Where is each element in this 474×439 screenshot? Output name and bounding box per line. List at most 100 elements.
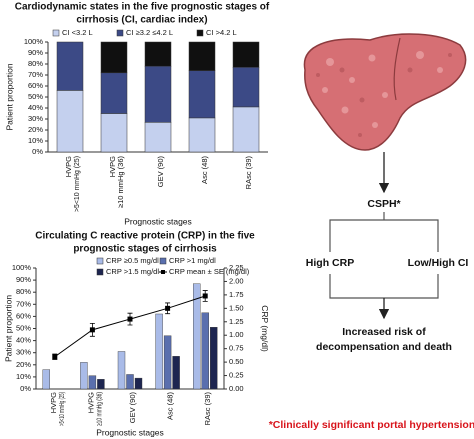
bar [172,356,180,390]
y2-tick-label: 0.00 [229,384,244,393]
y-tick-label: 40% [16,336,31,345]
chart-title: Circulating C reactive protein (CRP) in … [35,231,255,242]
x-tick-label: >5<10 mmHg (25) [57,392,66,426]
liver [303,33,467,151]
bar [80,362,88,390]
outcome-label: Increased risk of [342,326,426,338]
y2-tick-label: 0.25 [229,371,244,380]
legend-marker [159,257,167,265]
chart-title: Cardiodynamic states in the five prognos… [15,2,270,13]
bar-segment [232,106,260,153]
x-axis-label: Prognostic stages [96,427,164,437]
bar-segment [232,67,260,108]
legend-marker [196,29,204,37]
bar [97,379,105,390]
bar [134,377,143,390]
y2-axis-label: CRP (mg/dl) [260,305,270,352]
y-tick-label: 80% [16,287,31,296]
y-tick-label: 10% [16,372,31,381]
bar [201,312,209,390]
bar-segment [56,90,84,153]
x-tick-label: RAsc (39) [244,156,253,190]
point [52,354,58,360]
bar-segment [144,122,172,153]
y-tick-label: 40% [28,103,43,112]
bar [117,351,126,390]
legend-label: CRP ≥0.5 mg/dl [106,256,159,265]
merge-lines [329,274,439,299]
y2-tick-label: 1.00 [229,330,244,339]
outcome-label: decompensation and death [316,341,452,353]
y-tick-label: 60% [28,81,43,90]
legend-marker [96,257,104,265]
y-axis-label: Patient proportion [4,63,14,130]
high-crp-label: High CRP [306,257,354,269]
y-tick-label: 10% [28,136,43,145]
y-tick-label: 30% [16,348,31,357]
x-tick-label: HVPG [86,392,95,413]
bar-segment [100,72,128,114]
x-tick-label: HVPG [108,156,117,177]
y-tick-label: 80% [28,59,43,68]
y-tick-label: 20% [16,360,31,369]
y-tick-label: 0% [20,384,31,393]
y2-tick-label: 1.25 [229,317,244,326]
y2-tick-label: 2.00 [229,276,244,285]
y-tick-label: 60% [16,311,31,320]
y-tick-label: 100% [12,263,32,272]
bar [155,313,163,390]
y2-tick-label: 0.50 [229,357,244,366]
y-axis-label: Patient proportion [3,295,13,362]
bar [192,283,201,390]
footnote: *Clinically significant portal hypertens… [269,419,474,431]
y-tick-label: 90% [16,275,31,284]
legend-marker [96,268,104,276]
x-tick-label: RAsc (39) [203,392,212,426]
y2-tick-label: 0.75 [229,344,244,353]
point [165,305,171,311]
x-tick-label: ≥10 mmHg (36) [116,155,125,208]
bar-segment [100,41,128,74]
x-tick-label: HVPG [64,156,73,177]
x-tick-label: Asc (48) [166,392,175,420]
csph-label: CSPH* [367,198,401,210]
y-tick-label: 90% [28,48,43,57]
y-tick-label: 20% [28,125,43,134]
y-tick-label: 70% [16,299,31,308]
x-tick-label: GEV (90) [156,156,165,188]
legend-marker [52,29,60,37]
legend-label: CI >4.2 L [206,28,237,37]
legend-marker [116,29,124,37]
y-tick-label: 30% [28,114,43,123]
bar [42,369,50,390]
y-tick-label: 50% [28,92,43,101]
legend-marker [161,270,165,274]
y2-tick-label: 1.75 [229,290,244,299]
y2-tick-label: 1.50 [229,303,244,312]
chart-title: cirrhosis (CI, cardiac index) [76,15,207,26]
bar-segment [188,70,216,119]
bar-segment [100,113,128,153]
point [127,316,133,322]
chart-title: prognostic stages of cirrhosis [73,244,217,255]
x-tick-label: ≥10 mmHg (36) [94,392,103,426]
bar [126,374,134,390]
y-tick-label: 100% [24,37,44,46]
y-tick-label: 0% [32,147,43,156]
y2-tick-label: 2.25 [229,263,244,272]
x-tick-label: >5<10 mmHg (25) [72,156,81,212]
bar [88,375,97,390]
legend-label: CRP mean ± SE (mg/dl) [169,267,250,276]
legend-label: CRP >1 mg/dl [169,256,216,265]
point [202,293,208,299]
bar-segment [232,41,260,68]
legend-label: CI ≥3.2 ≤4.2 L [126,28,173,37]
bar-segment [188,117,216,153]
point [89,327,95,333]
bar-segment [56,41,84,91]
bar [163,335,172,390]
bar-segment [144,41,172,67]
